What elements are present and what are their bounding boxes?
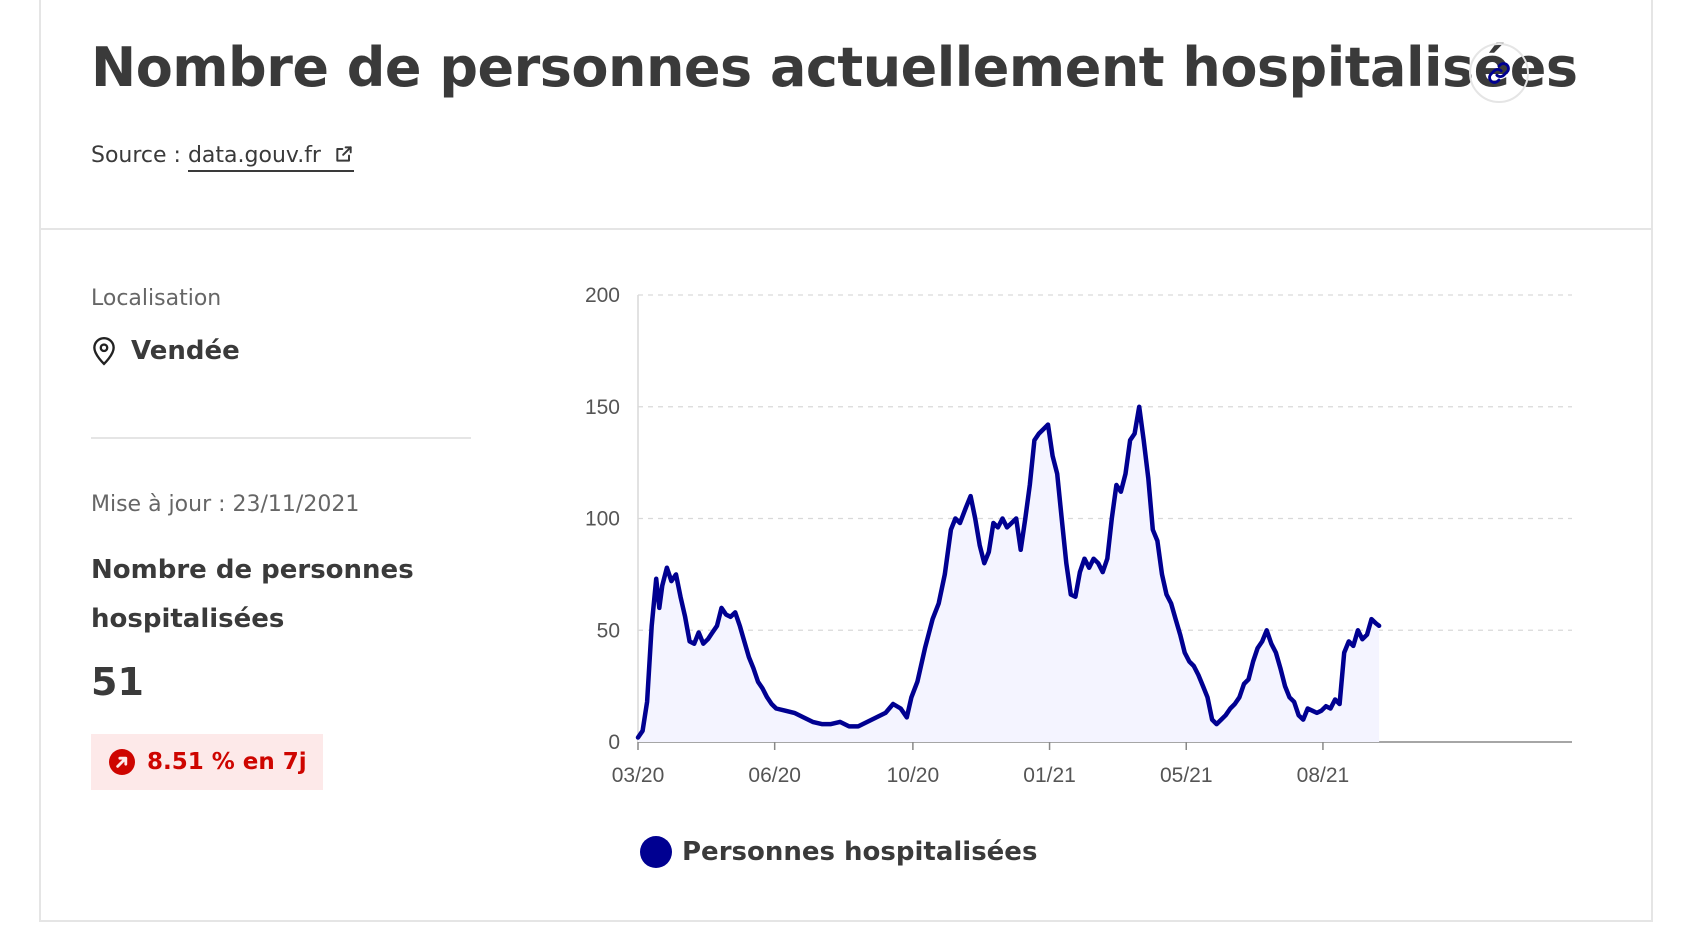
y-tick-label: 0 [608, 731, 620, 754]
card-header: Nombre de personnes actuellement hospita… [41, 0, 1651, 230]
trend-up-arrow-icon [109, 749, 135, 775]
x-tick-label: 08/21 [1297, 764, 1350, 787]
y-tick-label: 100 [585, 508, 620, 531]
y-tick-label: 150 [585, 396, 620, 419]
chart-legend: Personnes hospitalisées [640, 836, 1037, 868]
source-link[interactable]: data.gouv.fr [187, 143, 354, 172]
x-tick-label: 05/21 [1160, 764, 1213, 787]
source-line: Source : data.gouv.fr [91, 143, 354, 172]
y-tick-label: 200 [585, 284, 620, 307]
x-tick-label: 03/20 [612, 764, 665, 787]
x-tick-label: 10/20 [887, 764, 940, 787]
x-tick-label: 06/20 [748, 764, 801, 787]
legend-label: Personnes hospitalisées [682, 837, 1038, 867]
location-label: Localisation [91, 286, 222, 311]
page-title: Nombre de personnes actuellement hospita… [91, 36, 1578, 99]
trend-value: 8.51 % en 7j [147, 749, 307, 775]
external-link-icon [334, 144, 354, 170]
series-line [635, 404, 1382, 740]
location-name: Vendée [131, 336, 240, 366]
source-link-label: data.gouv.fr [187, 143, 321, 168]
source-prefix: Source : [91, 143, 188, 168]
metric-label: Nombre de personnes hospitalisées [91, 555, 414, 634]
update-date: Mise à jour : 23/11/2021 [91, 492, 360, 517]
metric-value: 51 [91, 660, 144, 704]
copy-link-button[interactable] [1469, 43, 1529, 103]
location-value: Vendée [91, 336, 240, 366]
series-area [638, 406, 1380, 742]
map-pin-icon [91, 336, 117, 366]
legend-swatch [640, 836, 672, 868]
indicator-card: Nombre de personnes actuellement hospita… [39, 0, 1653, 922]
trend-badge: 8.51 % en 7j [91, 734, 323, 790]
x-tick-label: 01/21 [1023, 764, 1076, 787]
y-tick-label: 50 [597, 619, 620, 642]
divider [91, 437, 471, 439]
link-icon [1486, 60, 1512, 86]
